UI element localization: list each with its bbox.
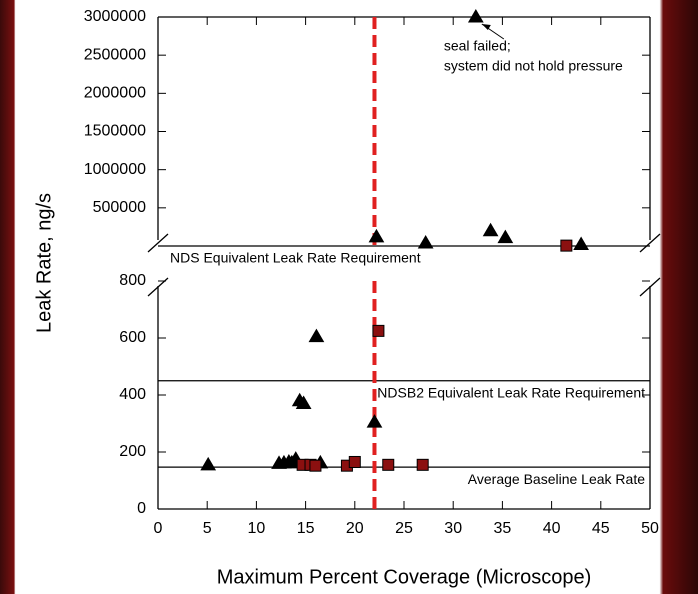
x-tick-label: 30 xyxy=(444,520,462,537)
x-tick-label: 35 xyxy=(494,520,512,537)
data-point xyxy=(382,458,395,471)
data-point xyxy=(366,414,383,428)
y-tick-label: 0 xyxy=(137,500,146,517)
x-tick-label: 15 xyxy=(297,520,315,537)
y-tick-label: 400 xyxy=(119,386,146,403)
reference-label: NDSB2 Equivalent Leak Rate Requirement xyxy=(377,384,645,400)
data-point xyxy=(295,395,312,410)
y-tick-label: 500000 xyxy=(93,199,146,216)
y-tick-label: 2000000 xyxy=(84,85,146,102)
y-tick-label: 200 xyxy=(119,443,146,460)
data-point xyxy=(372,324,385,337)
x-tick-label: 20 xyxy=(346,520,364,537)
data-point xyxy=(200,456,217,471)
annotation: system did not hold pressure xyxy=(444,58,623,74)
y-axis-label: Leak Rate, ng/s xyxy=(33,193,55,333)
data-point xyxy=(309,459,322,472)
x-tick-label: 40 xyxy=(543,520,561,537)
data-point xyxy=(560,239,573,252)
axis-break xyxy=(147,233,169,253)
data-point xyxy=(497,229,514,244)
y-tick-label: 1000000 xyxy=(84,161,146,178)
data-point xyxy=(573,236,589,250)
y-tick-label: 1500000 xyxy=(84,123,146,140)
data-point xyxy=(416,458,429,471)
data-point xyxy=(368,228,385,243)
data-point xyxy=(467,9,484,23)
axis-break xyxy=(639,233,661,253)
x-tick-label: 50 xyxy=(641,520,659,537)
x-tick-label: 10 xyxy=(248,520,266,537)
data-point xyxy=(308,328,325,343)
y-tick-label: 2500000 xyxy=(84,46,146,63)
y-tick-label: 800 xyxy=(119,272,146,289)
data-point xyxy=(348,455,361,468)
reference-label: Average Baseline Leak Rate xyxy=(468,471,645,487)
x-tick-label: 5 xyxy=(203,520,212,537)
x-tick-label: 45 xyxy=(592,520,610,537)
y-tick-label: 600 xyxy=(119,329,146,346)
annotation-arrow xyxy=(481,24,491,30)
annotation: seal failed; xyxy=(444,38,511,54)
x-tick-label: 0 xyxy=(154,520,163,537)
data-point xyxy=(417,234,434,249)
y-tick-label: 3000000 xyxy=(84,8,146,25)
x-axis-label: Maximum Percent Coverage (Microscope) xyxy=(217,566,592,588)
reference-label: NDS Equivalent Leak Rate Requirement xyxy=(170,250,421,266)
data-point xyxy=(482,222,499,237)
axis-break xyxy=(639,277,661,297)
x-tick-label: 25 xyxy=(395,520,413,537)
